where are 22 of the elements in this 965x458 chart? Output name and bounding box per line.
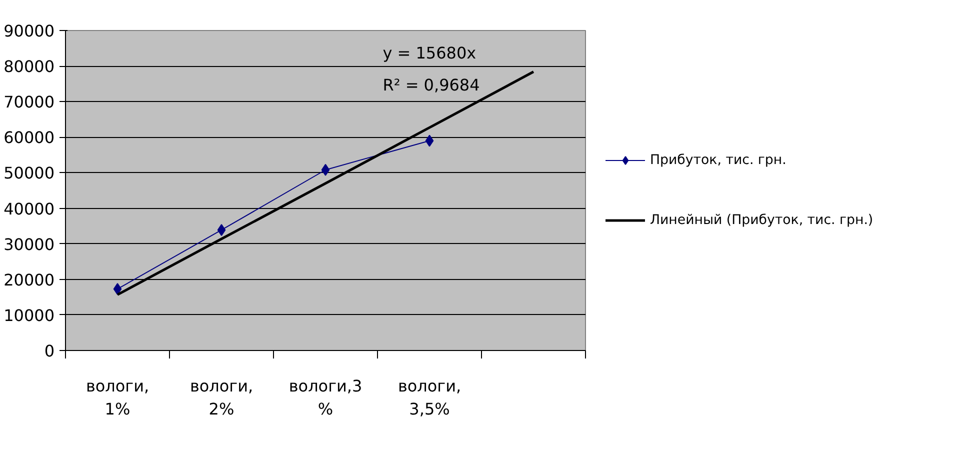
y-tick-label: 80000 [4,57,55,76]
x-tick-label: вологи,3 % [288,376,362,418]
legend-label: Прибуток, тис. грн. [650,152,786,168]
point [113,282,122,295]
annotation: y = 15680x [382,44,476,62]
y-tick-label: 90000 [4,22,55,40]
y-tick-label: 50000 [4,164,55,183]
y-tick-label: 20000 [4,270,55,290]
x-tick-label: вологи, 3,5% [398,376,462,418]
y-tick-label: 10000 [4,306,55,325]
y-tick-label: 60000 [4,128,55,148]
x-tick-label: вологи, 1% [86,376,150,418]
y-tick-label: 0 [44,342,55,360]
y-tick-label: 40000 [4,199,55,218]
point [217,224,226,236]
point [425,134,434,147]
y-tick-label: 70000 [4,92,55,112]
legend-label: Линейный (Прибуток, тис. грн.) [650,212,874,228]
point [321,164,330,176]
annotation: R² = 0,9684 [382,76,480,94]
y-tick-label: 30000 [4,234,55,254]
x-tick-label: вологи, 2% [190,376,254,418]
